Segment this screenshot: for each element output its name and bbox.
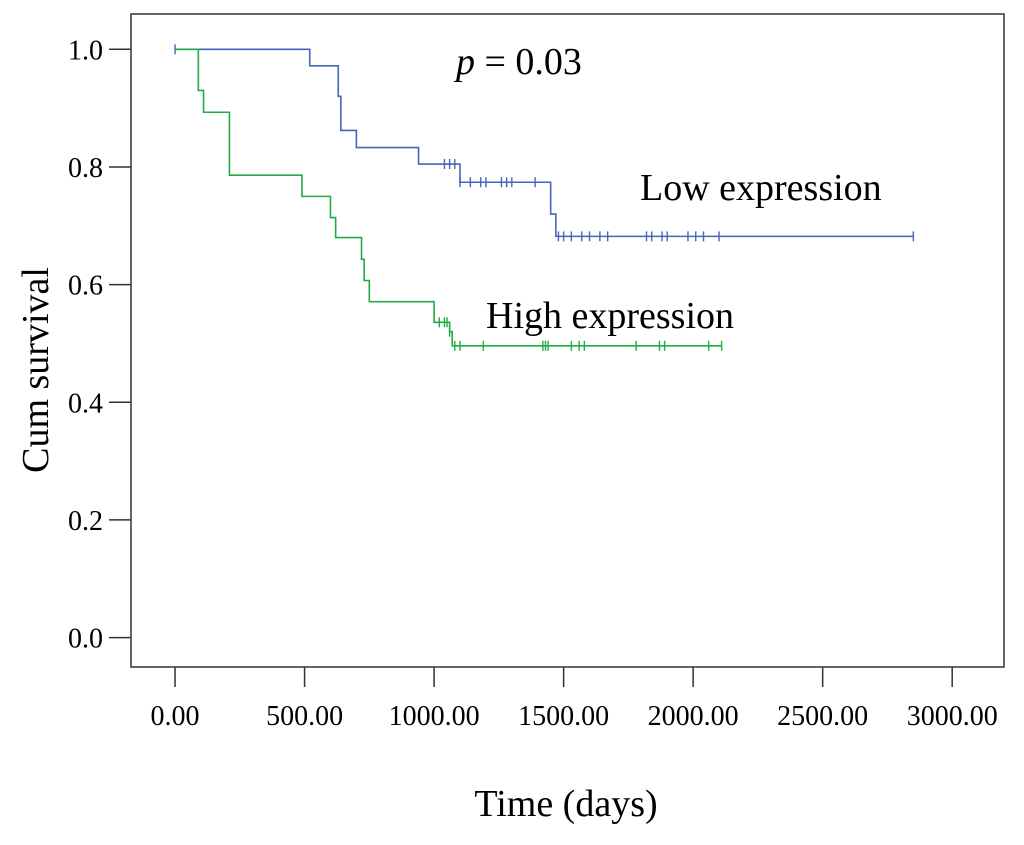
x-tick-label: 0.00 [151, 701, 200, 732]
y-tick-label: 1.0 [68, 35, 103, 66]
series-low-expression [174, 44, 915, 242]
x-tick-label: 1000.00 [389, 701, 480, 732]
series-label-high: High expression [486, 295, 734, 337]
y-tick-label: 0.2 [68, 506, 103, 537]
y-axis-title: Cum survival [15, 267, 57, 473]
y-tick-label: 0.4 [68, 388, 103, 419]
y-tick-label: 0.8 [68, 153, 103, 184]
p-value-symbol: p [453, 41, 475, 83]
plot-background [130, 13, 1005, 668]
x-tick-label: 1500.00 [518, 701, 609, 732]
series-high-expression [175, 48, 723, 351]
series-layer [174, 44, 915, 351]
x-axis-title: Time (days) [474, 783, 657, 825]
survival-curve [175, 48, 914, 238]
series-label-low: Low expression [640, 167, 882, 209]
x-axis: 0.00 500.00 1000.00 1500.00 2000.00 2500.00 30… [151, 667, 998, 732]
x-tick-label: 3000.00 [907, 701, 998, 732]
y-axis: 0.0 0.2 0.4 0.6 0.8 1.0 [68, 35, 131, 655]
y-tick-label: 0.0 [68, 624, 103, 655]
y-tick-label: 0.6 [68, 271, 103, 302]
x-tick-label: 2500.00 [777, 701, 868, 732]
x-tick-label: 2000.00 [648, 701, 739, 732]
p-value-text: = 0.03 [475, 41, 582, 83]
x-tick-label: 500.00 [266, 701, 343, 732]
p-value-annotation: p = 0.03 [453, 41, 582, 83]
survival-curve [175, 48, 722, 347]
